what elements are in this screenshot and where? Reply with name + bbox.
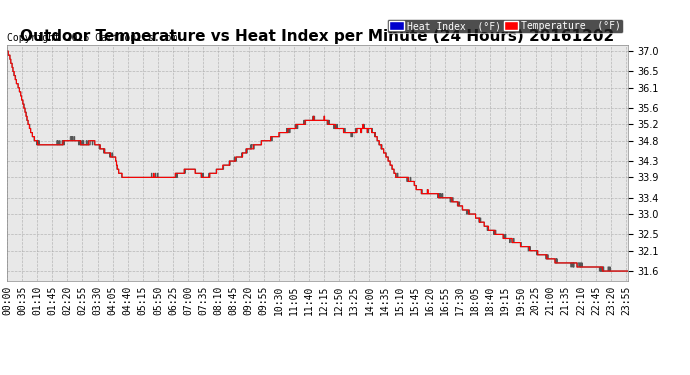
Legend: Heat Index  (°F), Temperature  (°F): Heat Index (°F), Temperature (°F) xyxy=(387,19,623,33)
Title: Outdoor Temperature vs Heat Index per Minute (24 Hours) 20161202: Outdoor Temperature vs Heat Index per Mi… xyxy=(20,29,615,44)
Text: Copyright 2016 Cartronics.com: Copyright 2016 Cartronics.com xyxy=(7,33,177,43)
